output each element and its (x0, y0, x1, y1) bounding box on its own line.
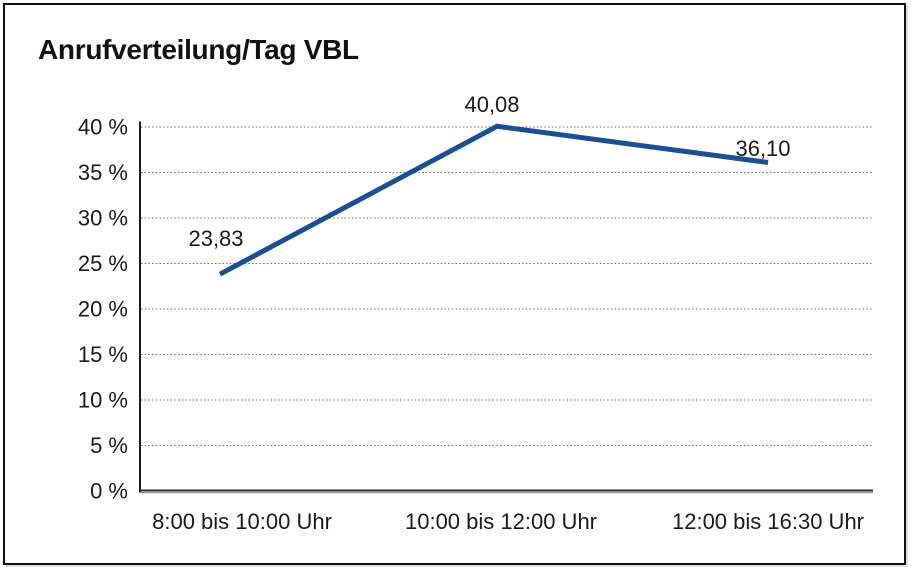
y-axis-tick-label: 30 % (78, 206, 128, 231)
y-axis-tick-label: 0 % (90, 479, 128, 504)
x-axis-category-label: 12:00 bis 16:30 Uhr (672, 509, 864, 534)
y-axis-tick-label: 5 % (90, 433, 128, 458)
data-point-label: 23,83 (188, 226, 243, 251)
y-axis-tick-label: 40 % (78, 115, 128, 140)
data-series-line (218, 123, 769, 277)
data-point-label: 36,10 (735, 136, 790, 161)
y-axis-tick-label: 10 % (78, 388, 128, 413)
y-axis-tick-label: 35 % (78, 160, 128, 185)
chart-title: Anrufverteilung/Tag VBL (38, 34, 359, 65)
y-axis-tick-label: 20 % (78, 297, 128, 322)
chart-border (3, 3, 906, 565)
data-point-label: 40,08 (464, 92, 519, 117)
x-axis-category-label: 8:00 bis 10:00 Uhr (152, 509, 332, 534)
y-axis-tick-label: 25 % (78, 251, 128, 276)
x-axis-category-label: 10:00 bis 12:00 Uhr (405, 509, 597, 534)
y-axis-tick-label: 15 % (78, 342, 128, 367)
